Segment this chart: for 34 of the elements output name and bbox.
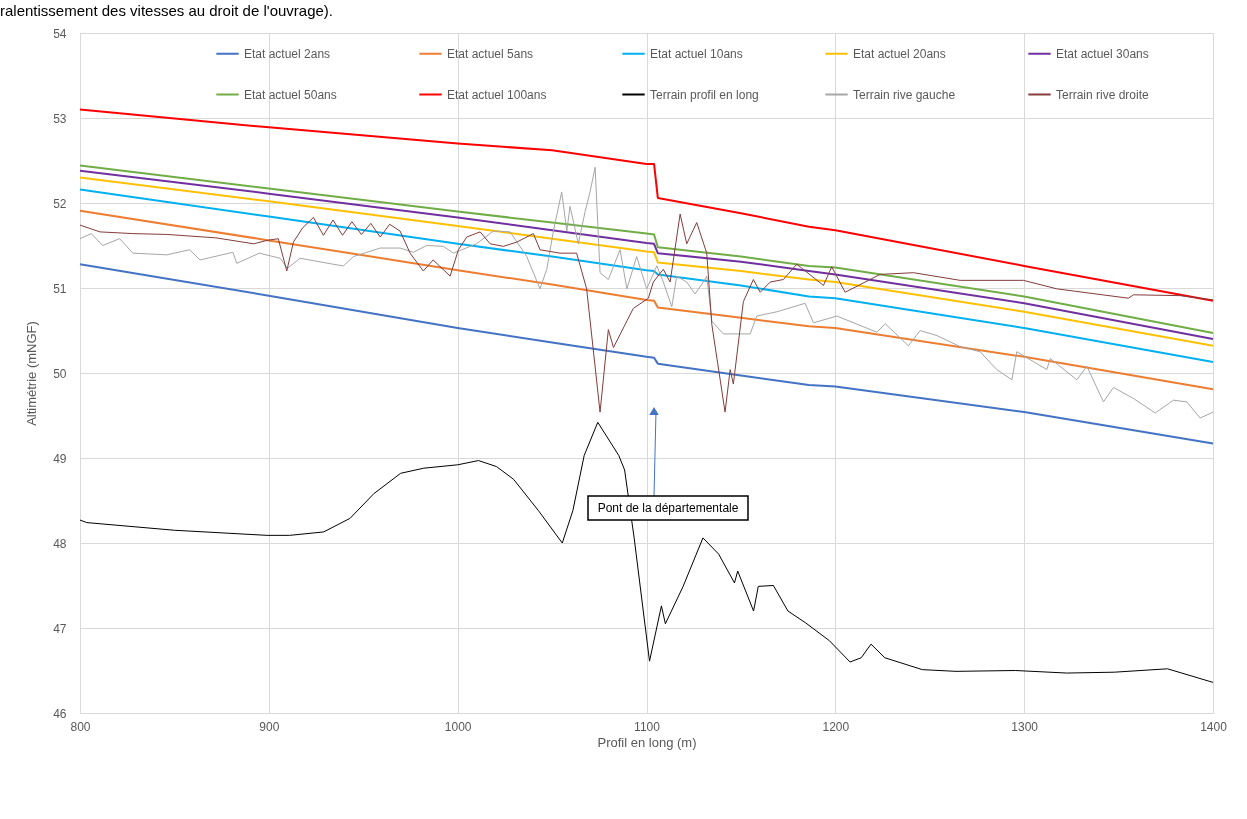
y-tick-label: 50 bbox=[53, 366, 67, 381]
x-tick-label: 900 bbox=[259, 719, 280, 734]
x-tick-label: 800 bbox=[70, 719, 91, 734]
y-tick-label: 46 bbox=[53, 706, 67, 721]
y-tick-label: 54 bbox=[53, 26, 67, 41]
legend-label: Etat actuel 10ans bbox=[650, 46, 743, 61]
y-tick-label: 47 bbox=[53, 621, 67, 636]
legend-label: Etat actuel 2ans bbox=[244, 46, 331, 61]
y-axis-title: Altimétrie (mNGF) bbox=[24, 321, 40, 426]
y-tick-label: 51 bbox=[53, 281, 67, 296]
x-tick-label: 1300 bbox=[1011, 719, 1039, 734]
line-series bbox=[79, 263, 1214, 445]
annotation: Pont de la départementale bbox=[597, 501, 739, 515]
x-tick-label: 1400 bbox=[1200, 719, 1228, 734]
line-series bbox=[79, 108, 1214, 302]
legend-label: Etat actuel 100ans bbox=[447, 87, 547, 102]
legend-label: Etat actuel 50ans bbox=[244, 87, 337, 102]
line-series bbox=[79, 166, 1214, 419]
y-tick-label: 49 bbox=[53, 451, 67, 466]
legend-label: Etat actuel 20ans bbox=[853, 46, 946, 61]
x-tick-label: 1200 bbox=[822, 719, 850, 734]
line-series bbox=[79, 421, 1214, 683]
y-tick-label: 48 bbox=[53, 536, 67, 551]
legend-label: Etat actuel 5ans bbox=[447, 46, 534, 61]
x-tick-label: 1100 bbox=[634, 719, 661, 734]
chart-title: ralentissement des vitesses au droit de l'ouvrage). bbox=[0, 2, 334, 19]
x-axis-title: Profil en long (m) bbox=[597, 734, 697, 750]
y-tick-label: 53 bbox=[53, 111, 67, 126]
legend-label: Terrain rive gauche bbox=[853, 87, 956, 102]
legend-label: Terrain rive droite bbox=[1056, 87, 1150, 102]
x-tick-label: 1000 bbox=[444, 719, 472, 734]
legend-label: Terrain profil en long bbox=[650, 87, 759, 102]
y-tick-label: 52 bbox=[53, 196, 67, 211]
legend-label: Etat actuel 30ans bbox=[1056, 46, 1149, 61]
